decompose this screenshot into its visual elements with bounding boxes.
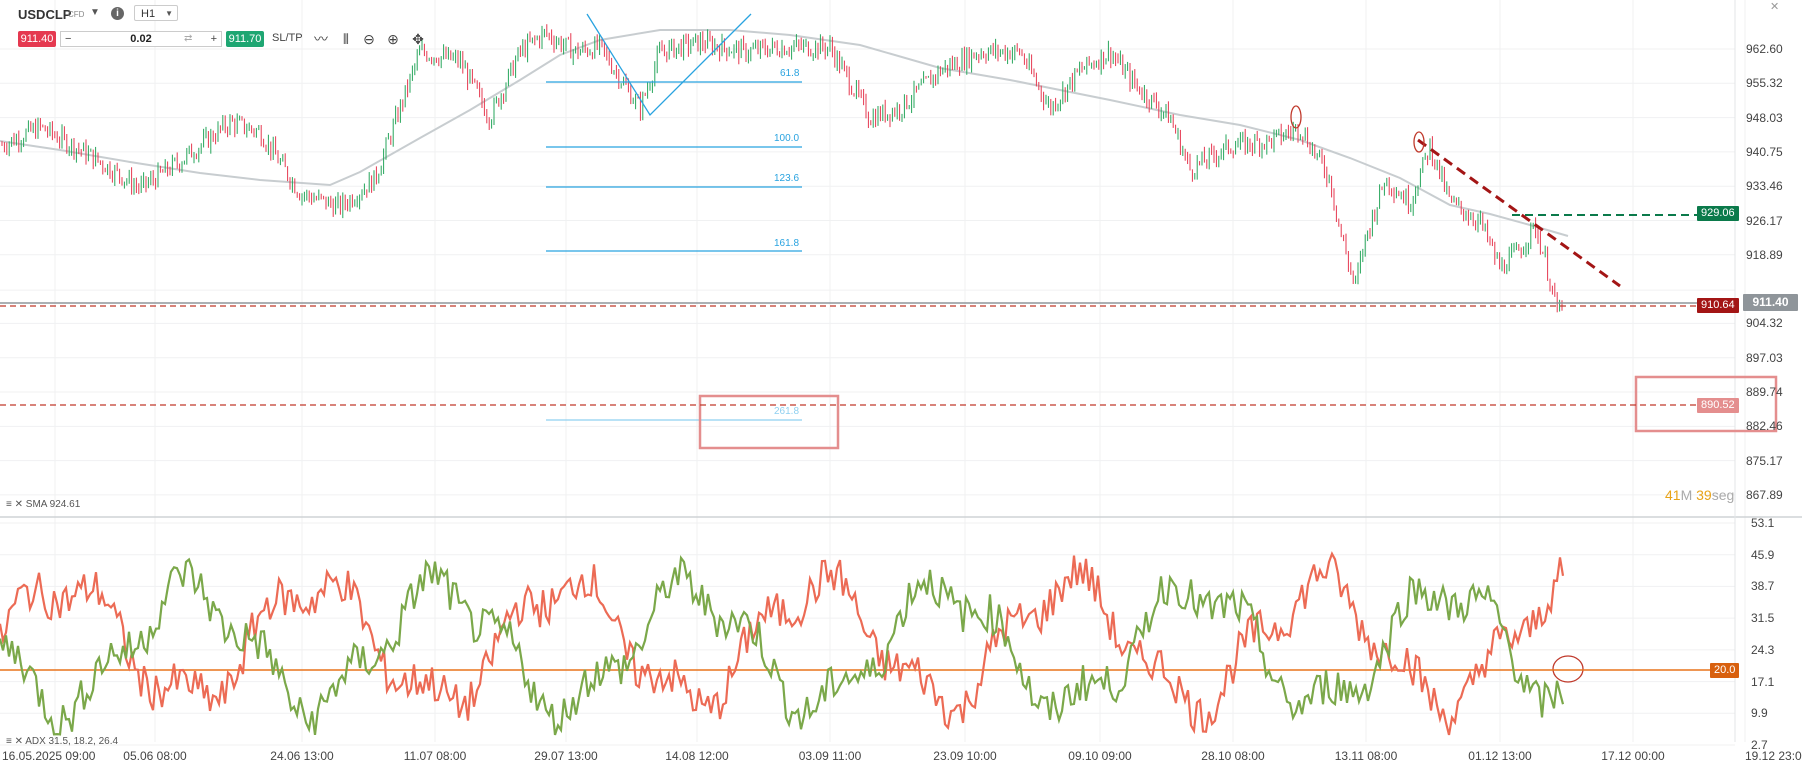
countdown-seconds-unit: seg	[1711, 487, 1735, 503]
price-axis-tick: 933.46	[1746, 179, 1783, 194]
countdown-minutes-unit: M	[1680, 487, 1693, 503]
swap-icon[interactable]: ⇄	[184, 33, 193, 44]
buy-button[interactable]: 911.70	[226, 31, 264, 47]
adx-panel	[0, 551, 1735, 736]
chevron-down-icon: ▼	[165, 9, 173, 18]
sma-line	[0, 29, 1569, 237]
time-axis-label: 11.07 08:00	[403, 749, 467, 763]
resistance-level-tag: 929.06	[1697, 206, 1739, 221]
candles	[1, 24, 1563, 313]
candles-icon[interactable]: ⫴	[343, 31, 349, 47]
time-axis-label: 16.05.2025 09:00	[2, 749, 96, 763]
indicator-axis-tick: 2.7	[1751, 738, 1768, 752]
price-axis-tick: 940.75	[1746, 144, 1783, 159]
swing-high-marker	[1413, 131, 1425, 153]
adx-label: ADX 31.5, 18.2, 26.4	[25, 736, 119, 747]
time-axis-label: 23.09 10:00	[933, 749, 997, 763]
time-axis-label: 17.12 00:00	[1601, 749, 1665, 763]
crosshair-icon[interactable]: ✥	[412, 31, 424, 47]
chevron-down-icon[interactable]: ▼	[90, 7, 100, 18]
time-axis-label: 05.06 08:00	[123, 749, 187, 763]
indicator-axis-tick: 9.9	[1751, 706, 1768, 721]
price-axis-tick: 882.46	[1746, 419, 1783, 434]
chart-toolbar: USDCLP CFD ▼ i H1 ▼ 911.40 − 0.02 ⇄ + 91…	[0, 0, 480, 60]
time-axis-label: 28.10 08:00	[1201, 749, 1265, 763]
instrument-type: CFD	[68, 10, 85, 19]
indicator-axis-tick: 38.7	[1751, 579, 1775, 594]
sma-label: SMA 924.61	[25, 499, 81, 510]
time-axis-label: 29.07 13:00	[534, 749, 598, 763]
sell-button[interactable]: 911.40	[18, 31, 56, 47]
sma-legend: ≡ ✕ SMA 924.61	[6, 499, 81, 510]
target-zone-box	[698, 394, 840, 450]
price-axis-tick: 867.89	[1746, 487, 1783, 502]
indicator-axis-tick: 45.9	[1751, 547, 1775, 562]
countdown-seconds: 39	[1696, 487, 1712, 503]
adx-plus-di-line	[0, 554, 1565, 736]
support-level-tag: 910.64	[1697, 298, 1739, 313]
time-axis-label: 19.12 23:00	[1745, 749, 1802, 763]
current-price-tag: 911.40	[1743, 294, 1798, 311]
time-axis-label: 13.11 08:00	[1334, 749, 1398, 763]
swing-high-marker	[1290, 105, 1302, 129]
sltp-button[interactable]: SL/TP	[272, 32, 303, 44]
price-axis-tick: 904.32	[1746, 316, 1783, 331]
zoom-in-icon[interactable]: ⊕	[387, 31, 399, 47]
countdown-minutes: 41	[1665, 487, 1681, 503]
crossover-marker	[1552, 655, 1584, 683]
price-axis-tick: 962.60	[1746, 42, 1783, 56]
indicator-axis-tick: 31.5	[1751, 611, 1775, 626]
symbol-name[interactable]: USDCLP	[18, 7, 72, 22]
info-icon[interactable]: i	[111, 7, 124, 20]
fib-level-label: 161.8	[774, 238, 800, 249]
quantity-stepper[interactable]: − 0.02 ⇄ +	[60, 31, 222, 47]
price-axis-tick: 948.03	[1746, 110, 1783, 125]
candle-countdown: 41M 39seg	[1665, 487, 1734, 503]
increase-button[interactable]: +	[210, 33, 217, 45]
indicator-axis-tick: 24.3	[1751, 642, 1775, 657]
target-zone-box	[1634, 375, 1778, 433]
fib-level-label: 100.0	[774, 133, 800, 144]
adx-threshold-tag: 20.0	[1710, 663, 1740, 678]
time-axis-label: 14.08 12:00	[665, 749, 729, 763]
fib-anchor-lines	[586, 13, 752, 117]
fib-level-label: 123.6	[774, 173, 800, 184]
time-axis-label: 03.09 11:00	[798, 749, 862, 763]
time-axis-label: 24.06 13:00	[270, 749, 334, 763]
zoom-out-icon[interactable]: ⊖	[363, 31, 375, 47]
fib-level-label: 61.8	[780, 68, 800, 79]
sma-line	[0, 29, 1569, 237]
timeframe-select[interactable]: H1 ▼	[134, 5, 178, 21]
downtrend-line	[1417, 138, 1621, 288]
grid	[0, 0, 1802, 746]
adx-legend: ≡ ✕ ADX 31.5, 18.2, 26.4	[6, 736, 119, 747]
price-axis-tick: 918.89	[1746, 247, 1783, 262]
fib-level-label: 261.8	[774, 406, 800, 417]
target-level-tag: 890.52	[1697, 398, 1739, 413]
price-axis-tick: 897.03	[1746, 350, 1783, 365]
quantity-value[interactable]: 0.02	[130, 33, 152, 45]
timeframe-value: H1	[141, 8, 156, 20]
overlays	[0, 13, 1778, 683]
indicator-axis-tick: 17.1	[1751, 674, 1775, 689]
price-axis-tick: 889.74	[1746, 385, 1783, 400]
price-axis-tick: 926.17	[1746, 213, 1783, 228]
time-axis-label: 09.10 09:00	[1068, 749, 1132, 763]
indicator-axis-tick: 53.1	[1751, 516, 1775, 530]
price-axis-tick: 955.32	[1746, 76, 1783, 91]
line-chart-icon[interactable]: 〰	[314, 31, 328, 47]
time-axis-label: 01.12 13:00	[1468, 749, 1532, 763]
decrease-button[interactable]: −	[65, 33, 72, 45]
price-axis-tick: 875.17	[1746, 453, 1783, 468]
adx-minus-di-line	[0, 551, 1565, 736]
close-icon[interactable]: ✕	[1770, 1, 1780, 13]
